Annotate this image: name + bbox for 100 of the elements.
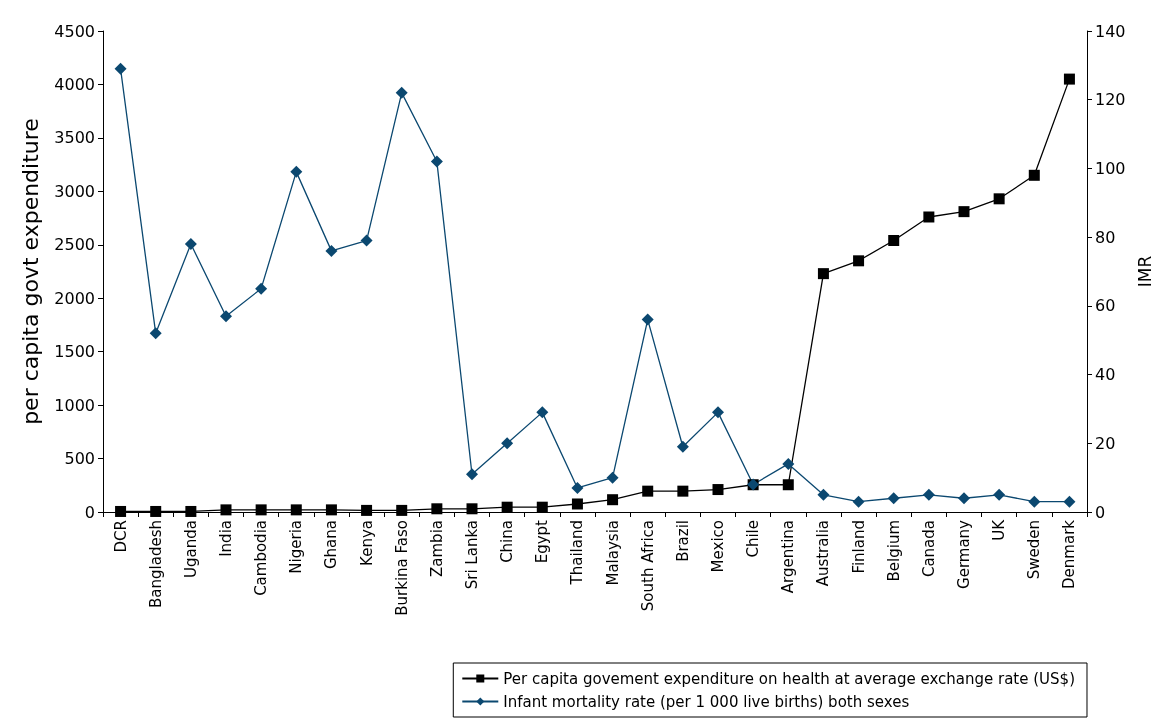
point: [993, 488, 1006, 501]
point: [220, 504, 232, 516]
point: [712, 406, 724, 419]
x-tick-label: Thailand: [568, 520, 587, 586]
point: [606, 471, 619, 484]
x-tick-label: Germany: [955, 519, 973, 589]
point: [184, 238, 197, 251]
point: [150, 505, 162, 517]
y-tick-label: 500: [64, 449, 95, 469]
x-tick-label: Uganda: [181, 520, 200, 578]
x-tick-label: Egypt: [533, 519, 552, 564]
y2-tick-label: 120: [1095, 90, 1126, 110]
point: [923, 211, 935, 223]
y2-tick-label: 20: [1095, 433, 1116, 453]
legend-label: Per capita govement expenditure on health at average exchange rate (US$): [503, 669, 1076, 688]
x-tick-label: China: [498, 520, 517, 563]
point: [325, 504, 337, 516]
point: [220, 310, 232, 323]
y-tick-label: 2000: [54, 288, 95, 308]
point: [677, 485, 689, 497]
point: [958, 492, 970, 505]
point: [149, 327, 162, 340]
point: [501, 501, 513, 513]
y-tick-label: 3500: [54, 128, 95, 148]
point: [1028, 169, 1040, 181]
y-tick-label: 4500: [54, 21, 95, 41]
y2-tick-label: 0: [1095, 502, 1106, 522]
x-tick-label: Brazil: [673, 520, 692, 562]
point: [466, 468, 478, 481]
x-tick-label: Canada: [919, 520, 938, 578]
y-tick-label: 4000: [54, 74, 95, 94]
point: [325, 244, 338, 257]
x-tick-label: UK: [990, 518, 1009, 541]
x-tick-label: Denmark: [1060, 519, 1079, 589]
point: [185, 505, 197, 517]
point: [641, 313, 654, 326]
point: [607, 494, 619, 506]
point: [676, 440, 689, 453]
point: [642, 485, 654, 497]
x-tick-label: Belgium: [884, 520, 903, 582]
point: [430, 155, 443, 168]
point: [922, 488, 935, 501]
y2-tick-label: 60: [1095, 296, 1116, 316]
x-tick-label: Chile: [744, 520, 763, 558]
point: [1063, 495, 1076, 508]
point: [782, 479, 794, 491]
point: [501, 437, 514, 450]
y-tick-label: 0: [84, 502, 95, 522]
point: [466, 503, 478, 515]
y-tick-label: 2500: [54, 235, 95, 255]
y2-tick-label: 40: [1095, 365, 1116, 385]
x-tick-label: Cambodia: [252, 520, 271, 596]
point: [887, 492, 900, 505]
x-tick-label: Malaysia: [603, 520, 622, 586]
legend-label: Infant mortality rate (per 1 000 live births) both sexes: [503, 692, 910, 711]
point: [958, 206, 970, 218]
point: [993, 193, 1005, 205]
point: [536, 406, 549, 419]
x-tick-label: Nigeria: [287, 520, 306, 574]
point: [431, 503, 443, 515]
point: [852, 495, 865, 508]
point: [114, 62, 127, 75]
point: [1028, 495, 1041, 508]
point: [360, 234, 373, 247]
point: [255, 282, 268, 295]
point: [853, 255, 865, 267]
point: [290, 504, 302, 516]
x-tick-label: Bangladesh: [146, 520, 165, 608]
y-axis-title: per capita govt expenditure: [17, 118, 43, 425]
x-tick-label: India: [217, 520, 235, 557]
point: [395, 86, 408, 99]
x-tick-label: Mexico: [709, 520, 727, 573]
point: [1063, 73, 1075, 85]
x-tick-label: Finland: [849, 520, 868, 574]
point: [817, 268, 829, 280]
point: [888, 235, 900, 246]
point: [712, 484, 724, 496]
point: [536, 501, 548, 513]
x-tick-label: Argentina: [779, 520, 798, 594]
x-tick-label: Sweden: [1025, 520, 1044, 580]
x-tick-label: South Africa: [638, 520, 657, 612]
point: [255, 504, 267, 516]
y2-tick-label: 100: [1095, 158, 1126, 178]
point: [115, 505, 127, 517]
point: [396, 504, 408, 516]
y2-tick-label: 80: [1095, 227, 1116, 247]
y-tick-label: 1000: [54, 395, 95, 415]
x-tick-label: Ghana: [322, 520, 341, 570]
x-tick-label: DCR: [111, 520, 130, 553]
x-tick-label: Zambia: [427, 520, 446, 577]
point: [782, 457, 795, 470]
point: [361, 504, 373, 516]
y2-tick-label: 140: [1095, 21, 1126, 41]
point: [290, 165, 303, 178]
x-tick-label: Burkina Faso: [392, 520, 411, 616]
point: [571, 498, 583, 510]
y2-axis-title: IMR: [1134, 255, 1155, 288]
y-tick-label: 1500: [54, 342, 95, 362]
x-tick-label: Kenya: [357, 520, 376, 566]
point: [571, 481, 584, 494]
